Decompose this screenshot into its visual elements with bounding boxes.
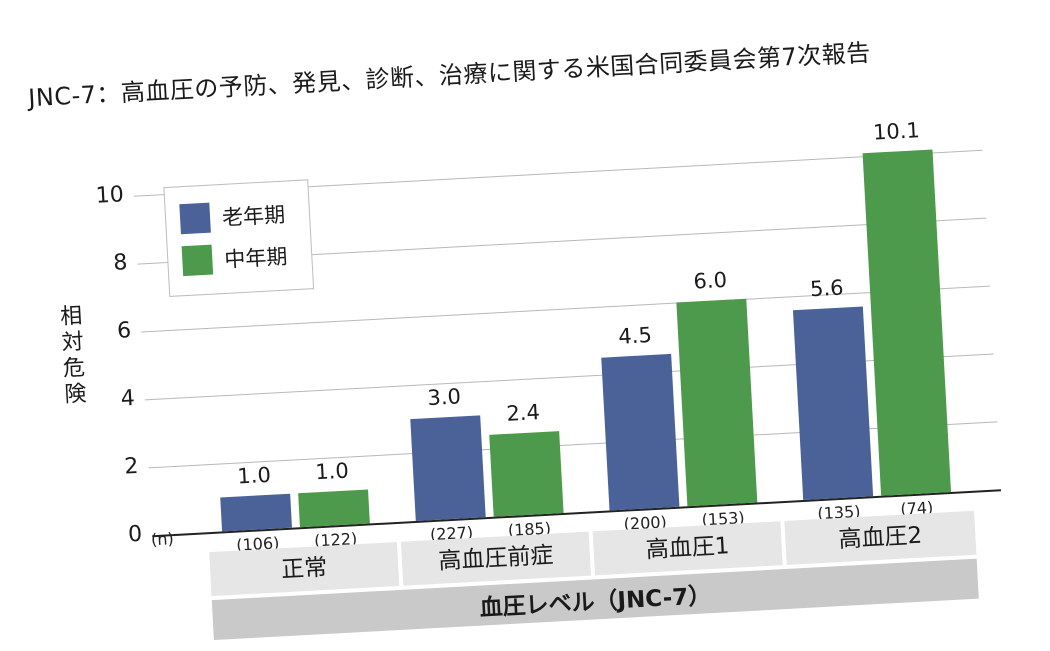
plot-area: 0 2 4 6 8 10 1.0 (106) 1.0 (122) 3.0 (227) 2.4 (185) 4… <box>0 0 1033 555</box>
bar-value-label: 1.0 <box>314 458 350 485</box>
category-prehypertension: 高血圧前症 <box>400 531 592 586</box>
legend-swatch-elderly <box>179 202 211 235</box>
category-hypertension-2: 高血圧2 <box>784 510 977 565</box>
category-hypertension-1: 高血圧1 <box>592 521 783 576</box>
bar-value-label: 5.6 <box>809 275 845 301</box>
y-tick-label: 10 <box>95 182 125 209</box>
y-tick-label: 0 <box>127 521 143 548</box>
bar-value-label: 2.4 <box>505 400 541 427</box>
y-tick-label: 4 <box>120 385 136 412</box>
bar <box>676 298 758 507</box>
bar <box>601 353 680 511</box>
y-tick-label: 8 <box>112 250 129 276</box>
category-normal: 正常 <box>209 542 400 597</box>
chart-stage: JNC-7：高血圧の予防、発見、診断、治療に関する米国合同委員会第7次報告 相対… <box>0 0 1033 641</box>
bar <box>862 149 952 496</box>
legend-swatch-middle-age <box>181 244 214 277</box>
bar <box>220 493 292 532</box>
bar <box>298 489 370 528</box>
legend-label-middle-age: 中年期 <box>223 244 288 272</box>
bar <box>489 431 564 517</box>
bar <box>410 415 486 521</box>
bar-value-label: 4.5 <box>617 322 653 349</box>
legend: 老年期 中年期 <box>163 179 315 297</box>
bar-value-label: 1.0 <box>236 462 272 489</box>
legend-item-elderly: 老年期 <box>179 198 286 236</box>
bar-value-label: 10.1 <box>872 117 921 145</box>
legend-item-middle-age: 中年期 <box>181 240 289 278</box>
bar-value-label: 6.0 <box>692 267 728 294</box>
chart-title: JNC-7：高血圧の予防、発見、診断、治療に関する米国合同委員会第7次報告 <box>27 38 872 113</box>
bar <box>792 306 874 500</box>
n-label: (n) <box>150 529 175 550</box>
bar-value-label: 3.0 <box>426 384 462 411</box>
legend-label-elderly: 老年期 <box>221 202 286 230</box>
y-tick-label: 6 <box>116 318 132 344</box>
y-tick-label: 2 <box>123 453 140 480</box>
